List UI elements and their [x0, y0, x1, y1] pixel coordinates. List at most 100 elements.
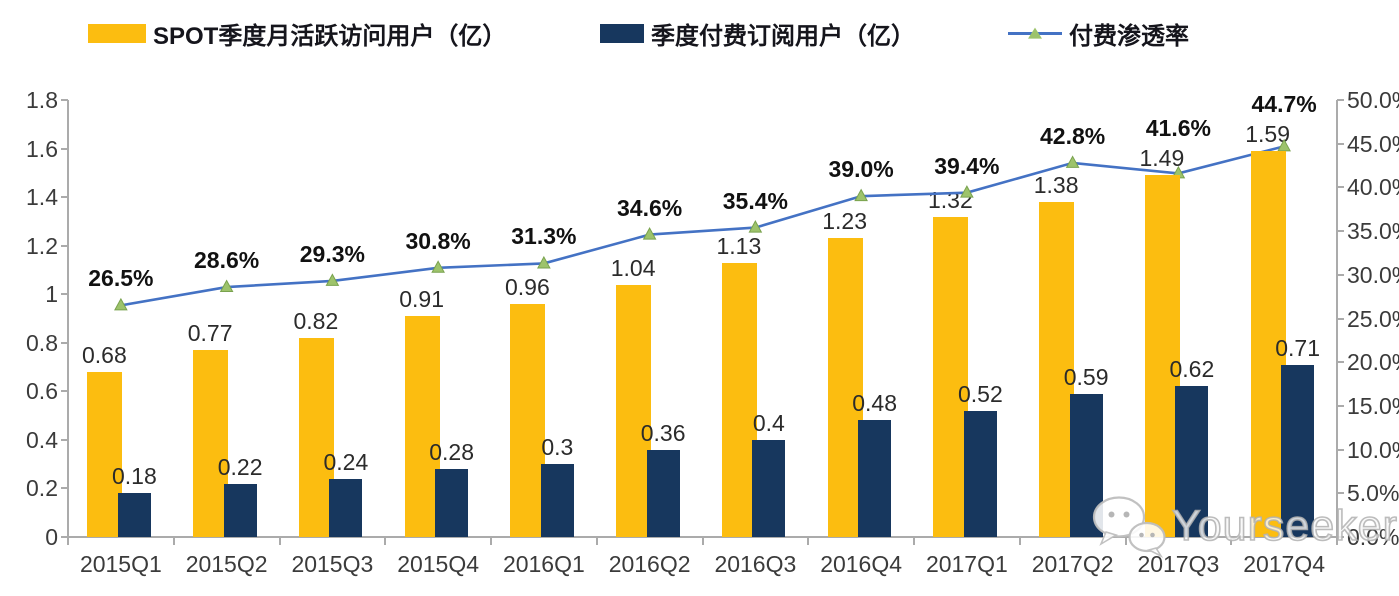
penetration-value-label: 28.6%: [194, 247, 260, 274]
line-marker: [325, 273, 340, 286]
y-axis-right-tick: [1337, 317, 1344, 320]
x-axis-label: 2017Q1: [925, 551, 1008, 577]
x-axis-tick: [490, 537, 492, 545]
y-axis-left-tick: [61, 147, 68, 150]
y-axis-right-tick-label: 40.0%: [1347, 174, 1399, 201]
subs-bar: [646, 449, 680, 537]
subs-value-label: 0.48: [852, 390, 897, 417]
legend-label-penetration: 付费渗透率: [1069, 23, 1189, 50]
y-axis-left-tick: [61, 341, 68, 344]
line-marker: [642, 227, 657, 240]
y-axis-right-tick: [1337, 361, 1344, 364]
x-axis-label: 2017Q3: [1137, 551, 1220, 577]
mau-value-label: 1.13: [716, 232, 762, 259]
y-axis-left-tick: [61, 390, 68, 393]
subs-value-label: 0.52: [957, 380, 1003, 407]
x-axis-label: 2015Q4: [397, 551, 480, 577]
y-axis-left-tick-label: 1.6: [26, 135, 58, 162]
x-axis-label: 2017Q2: [1031, 551, 1114, 577]
wechat-icon: [1092, 496, 1166, 558]
line-marker: [431, 260, 445, 273]
y-axis-right-tick: [1337, 404, 1344, 407]
subs-value-label: 0.18: [111, 463, 157, 490]
y-axis-left-tick-label: 1.4: [26, 184, 58, 211]
mau-bar: [298, 337, 334, 537]
x-axis-label: 2016Q1: [502, 551, 585, 577]
y-axis-left-tick: [61, 99, 68, 101]
x-axis-tick: [701, 537, 704, 545]
subs-bar: [858, 420, 892, 537]
y-axis-right-tick-label: 45.0%: [1347, 130, 1399, 157]
watermark-text: Yourseeker: [1171, 501, 1398, 551]
mau-value-label: 1.59: [1245, 120, 1290, 147]
subs-value-label: 0.36: [640, 419, 686, 446]
legend-item-subs: 季度付费订阅用户（亿）: [600, 16, 915, 51]
y-axis-left-tick-label: 0.4: [26, 426, 58, 453]
mau-value-label: 1.49: [1139, 145, 1185, 172]
mau-bar: [721, 262, 757, 537]
x-axis-label: 2015Q2: [185, 551, 268, 577]
mau-legend-swatch: [88, 24, 146, 43]
mau-value-label: 0.68: [81, 341, 127, 368]
mau-bar: [193, 350, 229, 537]
subs-bar: [329, 478, 363, 537]
legend-label-mau: SPOT季度月活跃访问用户（亿）: [153, 23, 507, 50]
subs-value-label: 0.62: [1169, 356, 1215, 383]
subs-value-label: 0.24: [323, 448, 369, 475]
mau-value-label: 0.82: [293, 307, 339, 334]
x-axis-label: 2015Q3: [291, 551, 374, 577]
mau-bar: [616, 284, 652, 537]
subs-legend-swatch: [600, 24, 644, 43]
subs-bar: [540, 464, 574, 537]
y-axis-left-tick-label: 0.8: [26, 329, 58, 356]
y-axis-right-tick-label: 30.0%: [1347, 261, 1399, 288]
mau-value-label: 1.32: [927, 186, 973, 213]
y-axis-right-tick: [1337, 536, 1344, 538]
mau-value-label: 0.96: [504, 273, 550, 300]
x-axis-tick: [67, 537, 69, 545]
x-axis-tick: [1018, 537, 1021, 545]
subs-value-label: 0.3: [541, 434, 574, 461]
subs-bar: [752, 439, 786, 537]
x-axis-tick: [172, 537, 175, 545]
penetration-value-label: 31.3%: [511, 223, 577, 250]
subs-value-label: 0.28: [429, 439, 474, 466]
subs-bar: [1281, 364, 1315, 537]
mau-value-label: 0.91: [399, 286, 444, 313]
penetration-value-label: 30.8%: [405, 227, 471, 254]
penetration-value-label: 44.7%: [1251, 90, 1317, 117]
y-axis-right-tick-label: 10.0%: [1347, 436, 1399, 463]
subs-bar: [117, 493, 151, 537]
subs-bar: [435, 469, 469, 537]
penetration-value-label: 34.6%: [617, 194, 683, 221]
line-marker: [219, 279, 234, 293]
mau-value-label: 1.23: [822, 208, 867, 235]
y-axis-left-tick-label: 0: [45, 524, 58, 550]
line-marker: [1065, 155, 1080, 168]
subs-value-label: 0.4: [752, 409, 785, 436]
y-axis-right-tick: [1337, 448, 1344, 451]
mau-value-label: 1.04: [610, 254, 656, 281]
x-axis-label: 2016Q2: [608, 551, 691, 577]
penetration-value-label: 39.4%: [934, 152, 1000, 179]
y-axis-left-tick-label: 0.2: [26, 475, 58, 502]
line-marker: [537, 255, 551, 269]
x-axis-label: 2016Q3: [714, 551, 797, 577]
y-axis-left-tick-label: 1: [45, 281, 58, 308]
subs-bar: [963, 410, 997, 537]
subs-value-label: 0.22: [217, 453, 263, 480]
y-axis-left-tick: [61, 244, 68, 247]
x-axis-tick: [1230, 537, 1233, 545]
mau-value-label: 0.77: [187, 320, 233, 347]
line-marker: [854, 188, 868, 202]
y-axis-right-tick-label: 0.0%: [1347, 524, 1399, 550]
y-axis-right-tick: [1337, 186, 1344, 189]
x-axis-tick: [278, 537, 281, 545]
y-axis-left-tick-label: 0.6: [26, 378, 58, 405]
x-axis-label: 2017Q4: [1243, 551, 1326, 577]
y-axis-right-tick: [1337, 99, 1344, 101]
penetration-value-label: 39.0%: [828, 156, 894, 183]
y-axis-left-tick: [61, 293, 68, 296]
y-axis-left-tick-label: 1.8: [26, 87, 58, 113]
